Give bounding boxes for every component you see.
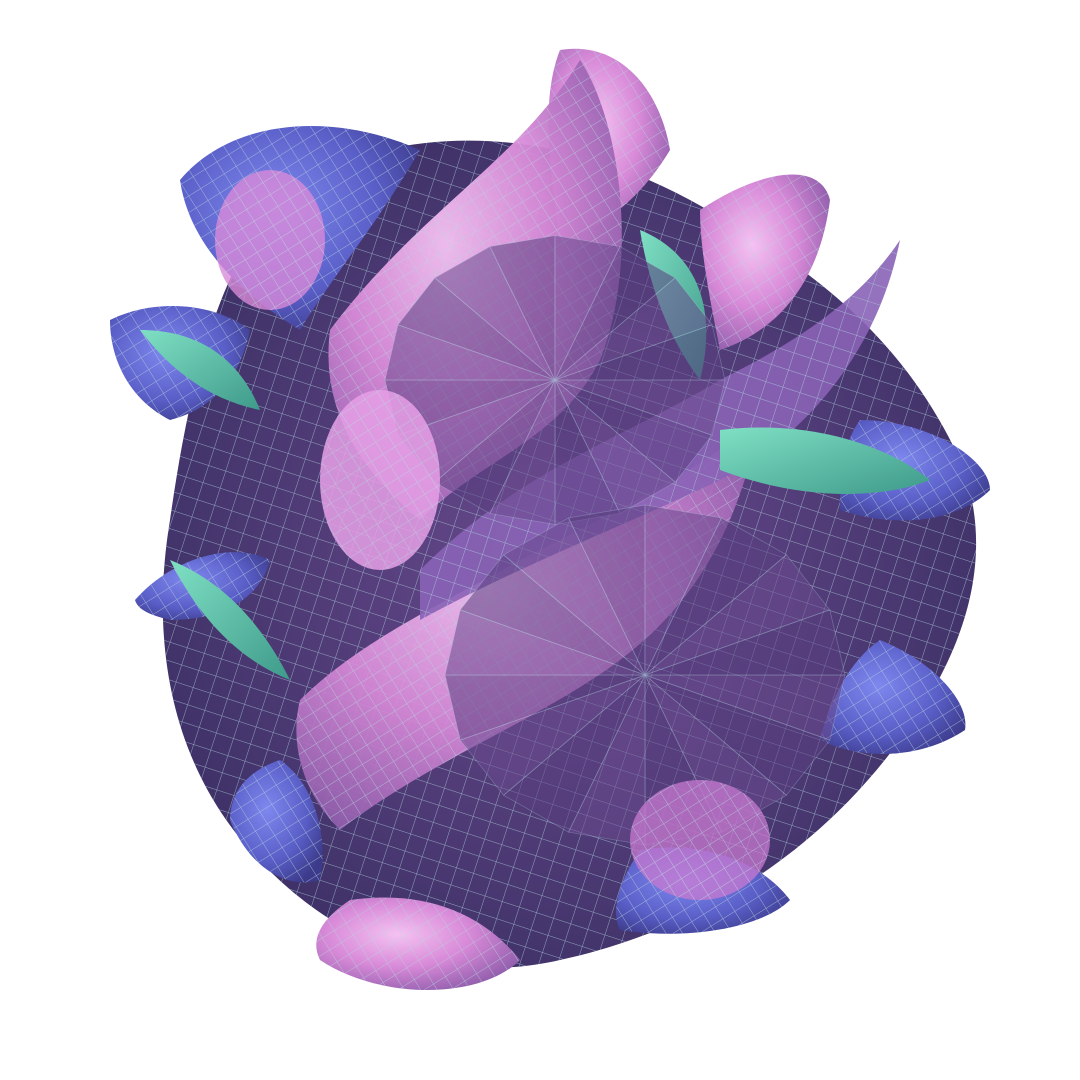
star-centers (384, 235, 846, 846)
star-wedge (644, 609, 846, 676)
star-center (444, 504, 846, 846)
surface-lobes (110, 48, 990, 990)
surface-lobe-mesh (700, 174, 830, 350)
star-wedge (459, 554, 646, 676)
star-wedge (444, 609, 646, 676)
star-wedge (489, 379, 556, 525)
surface-lobe-mesh (820, 640, 966, 754)
star-wedge (644, 674, 831, 796)
surface-lobe-mesh (316, 897, 520, 990)
star-center (384, 235, 726, 525)
surface-holes (215, 170, 770, 900)
star-wedge (554, 245, 676, 381)
star-wedge (554, 324, 726, 381)
surface-lobe-mesh (230, 760, 323, 883)
